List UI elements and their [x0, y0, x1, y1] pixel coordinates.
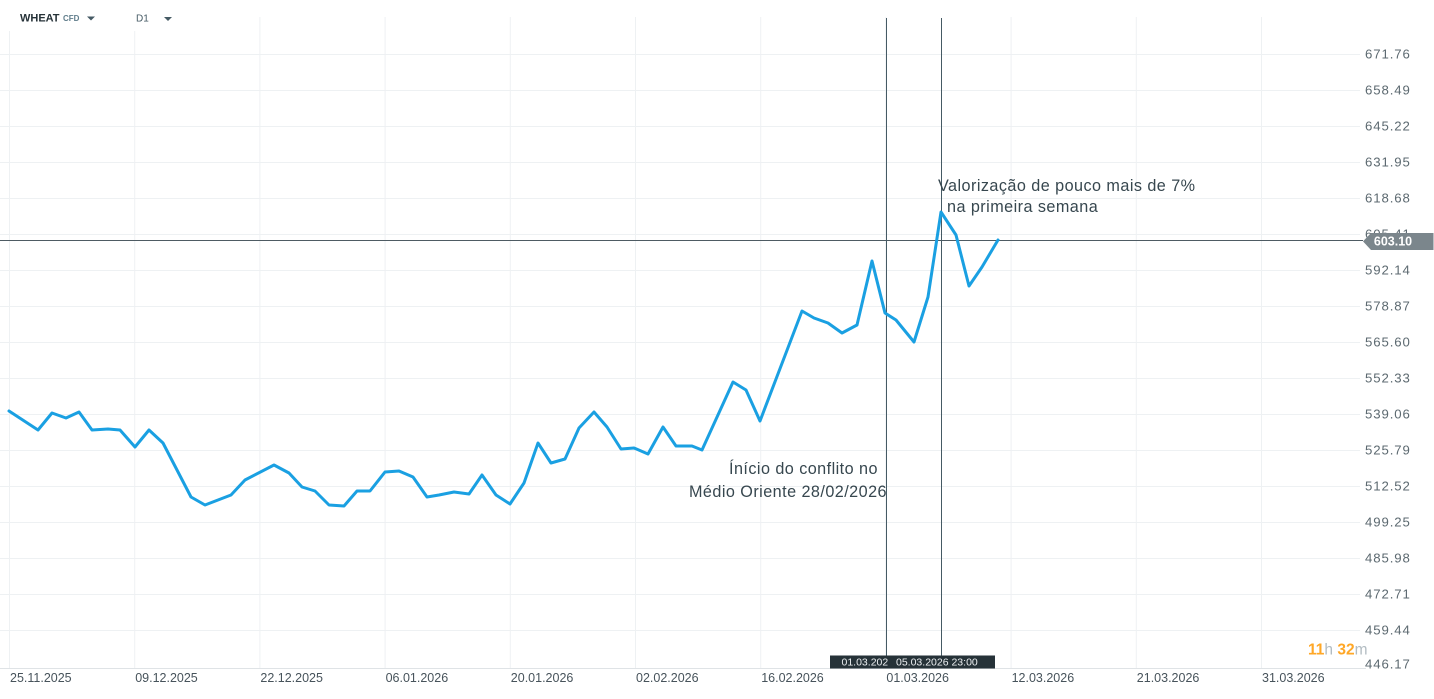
svg-text:01.03.2026 23:0: 01.03.2026 23:0 [842, 657, 918, 669]
svg-text:645.22: 645.22 [1365, 119, 1411, 134]
svg-text:565.60: 565.60 [1365, 335, 1411, 350]
svg-text:618.68: 618.68 [1365, 191, 1411, 206]
svg-text:Ínício do conflito no: Ínício do conflito no [729, 459, 878, 478]
svg-text:578.87: 578.87 [1365, 299, 1411, 314]
svg-text:CFD: CFD [63, 14, 80, 23]
svg-text:446.17: 446.17 [1365, 657, 1411, 672]
svg-text:01.03.2026: 01.03.2026 [886, 671, 949, 685]
svg-text:603.10: 603.10 [1374, 235, 1412, 249]
svg-text:11h 32m: 11h 32m [1308, 642, 1368, 659]
svg-text:02.02.2026: 02.02.2026 [636, 671, 699, 685]
svg-text:09.12.2025: 09.12.2025 [135, 671, 198, 685]
svg-text:658.49: 658.49 [1365, 83, 1411, 98]
svg-text:25.11.2025: 25.11.2025 [10, 671, 72, 685]
svg-text:20.01.2026: 20.01.2026 [511, 671, 574, 685]
svg-text:671.76: 671.76 [1365, 47, 1411, 62]
svg-text:21.03.2026: 21.03.2026 [1137, 671, 1200, 685]
svg-text:485.98: 485.98 [1365, 551, 1411, 566]
svg-text:22.12.2025: 22.12.2025 [260, 671, 323, 685]
svg-text:472.71: 472.71 [1365, 587, 1411, 602]
svg-text:Médio Oriente 28/02/2026: Médio Oriente 28/02/2026 [689, 483, 887, 501]
svg-text:06.01.2026: 06.01.2026 [386, 671, 449, 685]
svg-text:WHEAT: WHEAT [20, 13, 60, 25]
svg-text:459.44: 459.44 [1365, 623, 1411, 638]
svg-text:05.03.2026 23:00: 05.03.2026 23:00 [896, 657, 978, 669]
svg-text:499.25: 499.25 [1365, 515, 1411, 530]
svg-text:552.33: 552.33 [1365, 371, 1411, 386]
svg-text:na primeira semana: na primeira semana [947, 198, 1098, 216]
svg-text:16.02.2026: 16.02.2026 [761, 671, 824, 685]
svg-text:D1: D1 [136, 14, 149, 25]
svg-text:31.03.2026: 31.03.2026 [1262, 671, 1325, 685]
svg-text:592.14: 592.14 [1365, 263, 1411, 278]
svg-text:Valorização de pouco mais de 7: Valorização de pouco mais de 7% [938, 177, 1196, 195]
svg-text:12.03.2026: 12.03.2026 [1012, 671, 1075, 685]
svg-text:525.79: 525.79 [1365, 443, 1411, 458]
svg-text:631.95: 631.95 [1365, 155, 1411, 170]
svg-text:512.52: 512.52 [1365, 479, 1411, 494]
svg-text:539.06: 539.06 [1365, 407, 1411, 422]
